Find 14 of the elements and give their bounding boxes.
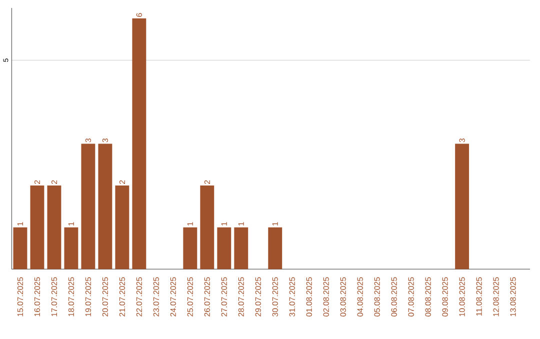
bar xyxy=(115,186,130,270)
bar xyxy=(455,144,470,270)
bar xyxy=(81,144,96,270)
bar xyxy=(98,144,112,270)
bar xyxy=(268,227,282,270)
bar xyxy=(132,18,146,270)
bar xyxy=(234,227,248,270)
bar xyxy=(64,227,78,270)
bar xyxy=(183,227,198,270)
bar xyxy=(200,186,214,270)
bar xyxy=(30,186,44,270)
bar xyxy=(13,227,28,270)
bar xyxy=(47,186,62,270)
bar xyxy=(217,227,232,270)
